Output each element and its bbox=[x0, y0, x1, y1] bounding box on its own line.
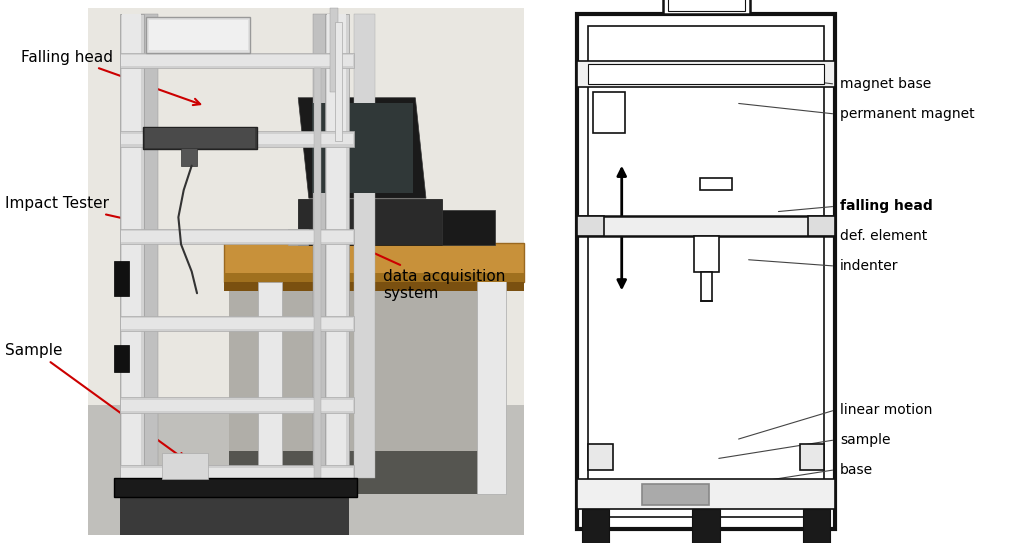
Bar bbox=[298, 199, 442, 245]
Text: falling head: falling head bbox=[841, 199, 933, 213]
Bar bbox=[121, 400, 352, 411]
Bar bbox=[442, 210, 496, 245]
Polygon shape bbox=[298, 98, 426, 198]
Bar bbox=[314, 68, 321, 478]
Bar bbox=[578, 61, 836, 87]
Bar bbox=[120, 470, 349, 535]
Bar bbox=[258, 282, 283, 494]
Bar bbox=[121, 231, 352, 242]
Bar bbox=[700, 272, 712, 301]
Text: sample: sample bbox=[841, 433, 891, 447]
Bar bbox=[144, 128, 255, 148]
Bar bbox=[578, 216, 836, 236]
Bar bbox=[229, 288, 479, 494]
Bar bbox=[328, 14, 346, 494]
Text: Impact Tester: Impact Tester bbox=[5, 196, 150, 226]
Bar bbox=[123, 14, 141, 494]
Bar bbox=[120, 53, 354, 68]
Bar bbox=[120, 14, 143, 494]
Bar bbox=[588, 444, 612, 470]
Bar bbox=[120, 229, 354, 244]
Bar bbox=[582, 509, 609, 543]
Bar bbox=[115, 478, 356, 497]
Bar bbox=[88, 8, 524, 535]
Bar bbox=[114, 345, 129, 372]
Bar bbox=[663, 0, 750, 14]
Bar bbox=[800, 444, 824, 470]
Bar bbox=[692, 509, 720, 543]
Bar bbox=[336, 22, 342, 141]
Text: data acquisition
system: data acquisition system bbox=[353, 243, 506, 301]
Bar bbox=[803, 509, 830, 543]
Bar bbox=[229, 451, 479, 494]
Bar bbox=[354, 14, 376, 478]
Bar bbox=[121, 134, 352, 144]
Text: magnet base: magnet base bbox=[841, 77, 932, 91]
Bar bbox=[141, 14, 158, 494]
Bar bbox=[114, 261, 129, 296]
Bar bbox=[146, 17, 250, 53]
Bar bbox=[142, 127, 257, 149]
Text: Falling head: Falling head bbox=[22, 49, 200, 105]
Bar bbox=[288, 229, 308, 245]
Bar bbox=[325, 14, 349, 494]
Text: def. element: def. element bbox=[841, 229, 928, 243]
Bar bbox=[181, 148, 197, 166]
Text: indenter: indenter bbox=[841, 259, 899, 273]
Bar bbox=[700, 178, 732, 190]
Text: linear motion: linear motion bbox=[841, 403, 933, 417]
Bar bbox=[588, 26, 824, 517]
Bar bbox=[593, 92, 626, 133]
Bar bbox=[313, 14, 330, 494]
Bar bbox=[88, 405, 524, 535]
Bar bbox=[808, 216, 836, 236]
Text: Sample: Sample bbox=[5, 343, 185, 459]
Bar bbox=[642, 484, 709, 505]
Bar bbox=[163, 453, 208, 479]
Bar bbox=[578, 14, 836, 529]
Bar bbox=[330, 8, 338, 92]
Bar bbox=[120, 131, 354, 147]
Bar bbox=[588, 64, 824, 84]
Text: permanent magnet: permanent magnet bbox=[841, 107, 975, 121]
Bar bbox=[121, 318, 352, 329]
Bar bbox=[150, 20, 248, 50]
Bar bbox=[311, 103, 413, 193]
Bar bbox=[668, 0, 744, 11]
Bar bbox=[121, 55, 352, 66]
Bar bbox=[223, 243, 524, 282]
Bar bbox=[120, 316, 354, 331]
Bar bbox=[223, 282, 524, 291]
Text: base: base bbox=[841, 463, 873, 477]
Bar bbox=[693, 236, 719, 272]
Bar bbox=[578, 479, 836, 509]
Bar bbox=[120, 465, 354, 481]
Bar bbox=[223, 273, 524, 282]
Bar bbox=[120, 397, 354, 413]
Bar bbox=[476, 277, 506, 494]
Bar bbox=[121, 468, 352, 478]
Bar bbox=[578, 216, 604, 236]
